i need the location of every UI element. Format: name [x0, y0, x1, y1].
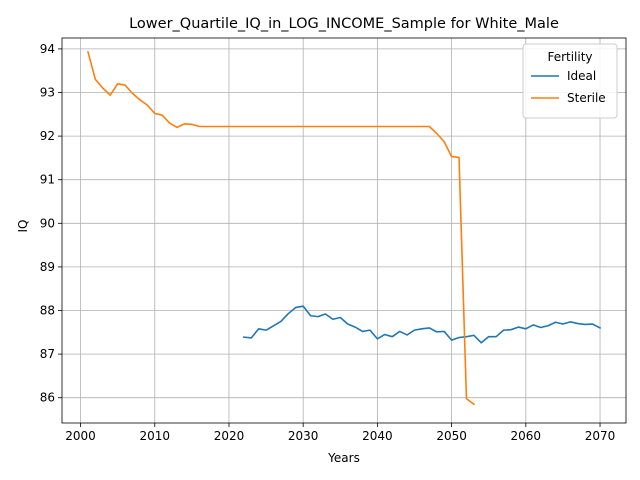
x-tick-label: 2070: [585, 429, 616, 443]
chart-title: Lower_Quartile_IQ_in_LOG_INCOME_Sample f…: [129, 16, 559, 32]
y-tick-label: 90: [40, 216, 55, 230]
y-tick-label: 87: [40, 347, 55, 361]
legend-label-sterile: Sterile: [567, 91, 606, 105]
axis-ticks: 2000 2010 2020 2030 2040 2050 2060 2070 86 87 88 89…: [40, 42, 616, 443]
legend-label-ideal: Ideal: [567, 69, 596, 83]
y-tick-label: 88: [40, 304, 55, 318]
legend-box: [522, 43, 618, 119]
legend: Fertility Ideal Sterile: [522, 43, 618, 119]
y-tick-label: 91: [40, 173, 55, 187]
x-tick-label: 2000: [65, 429, 96, 443]
x-tick-label: 2050: [436, 429, 467, 443]
x-axis-label: Years: [327, 451, 360, 465]
series-line-sterile: [86, 50, 475, 406]
y-tick-label: 94: [40, 42, 55, 56]
x-tick-label: 2020: [214, 429, 245, 443]
y-axis-label: IQ: [16, 220, 30, 233]
x-tick-label: 2040: [362, 429, 393, 443]
legend-title: Fertility: [547, 50, 592, 64]
x-tick-label: 2010: [139, 429, 170, 443]
plot-frame: [61, 37, 627, 424]
y-tick-label: 92: [40, 129, 55, 143]
y-tick-label: 86: [40, 391, 55, 405]
y-tick-label: 89: [40, 260, 55, 274]
y-tick-label: 93: [40, 86, 55, 100]
series-lines: [86, 50, 602, 406]
x-tick-label: 2060: [511, 429, 542, 443]
x-tick-label: 2030: [288, 429, 319, 443]
series-line-ideal: [242, 305, 602, 344]
